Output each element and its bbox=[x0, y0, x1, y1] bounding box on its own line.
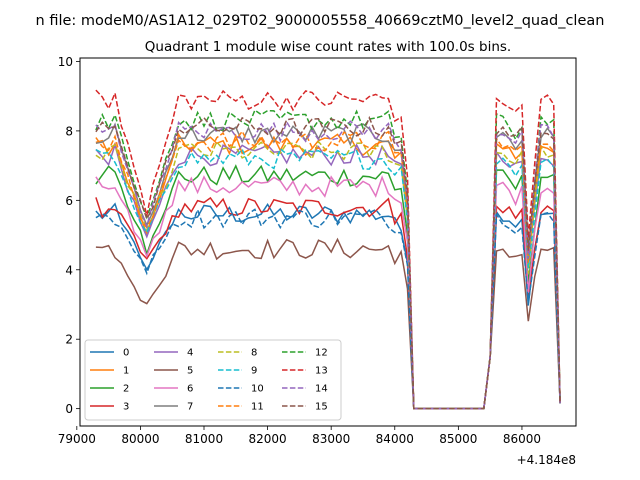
x-offset-text: +4.184e8 bbox=[517, 453, 576, 467]
y-tick-label: 0 bbox=[65, 402, 73, 416]
legend-label: 2 bbox=[123, 384, 129, 395]
chart-title: Quadrant 1 module wise count rates with … bbox=[145, 39, 511, 55]
legend-label: 8 bbox=[251, 348, 257, 359]
legend-label: 12 bbox=[315, 348, 328, 359]
series-line-13 bbox=[95, 89, 561, 410]
legend-label: 3 bbox=[123, 402, 129, 413]
legend-label: 14 bbox=[315, 384, 328, 395]
legend-label: 6 bbox=[187, 384, 193, 395]
legend-label: 5 bbox=[187, 366, 193, 377]
y-tick-label: 10 bbox=[58, 55, 73, 69]
legend-label: 0 bbox=[123, 348, 129, 359]
y-axis: 0 2 4 6 8 10 bbox=[58, 55, 80, 416]
x-tick-label: 79000 bbox=[58, 432, 96, 446]
y-tick-label: 8 bbox=[65, 124, 73, 138]
legend-label: 15 bbox=[315, 402, 328, 413]
x-tick-label: 85000 bbox=[439, 432, 477, 446]
x-tick-label: 86000 bbox=[503, 432, 541, 446]
series-line-15 bbox=[95, 115, 561, 410]
y-tick-label: 6 bbox=[65, 194, 73, 208]
legend-label: 7 bbox=[187, 402, 193, 413]
series-line-9 bbox=[95, 147, 561, 410]
series-lines bbox=[95, 89, 561, 410]
legend-label: 4 bbox=[187, 348, 193, 359]
y-tick-label: 4 bbox=[65, 263, 73, 277]
x-tick-label: 81000 bbox=[185, 432, 223, 446]
legend-label: 11 bbox=[251, 402, 264, 413]
legend-label: 13 bbox=[315, 366, 328, 377]
legend-label: 10 bbox=[251, 384, 264, 395]
legend-box bbox=[84, 339, 342, 421]
x-tick-label: 80000 bbox=[121, 432, 159, 446]
x-tick-label: 84000 bbox=[376, 432, 414, 446]
legend-label: 1 bbox=[123, 366, 129, 377]
y-tick-label: 2 bbox=[65, 333, 73, 347]
x-axis: 79000 80000 81000 82000 83000 84000 85000 86000 bbox=[58, 426, 541, 446]
figure-suptitle: n file: modeM0/AS1A12_029T02_9000005558_… bbox=[36, 13, 605, 29]
x-tick-label: 83000 bbox=[312, 432, 350, 446]
plot-frame bbox=[79, 57, 577, 427]
x-tick-label: 82000 bbox=[248, 432, 286, 446]
legend-label: 9 bbox=[251, 366, 257, 377]
